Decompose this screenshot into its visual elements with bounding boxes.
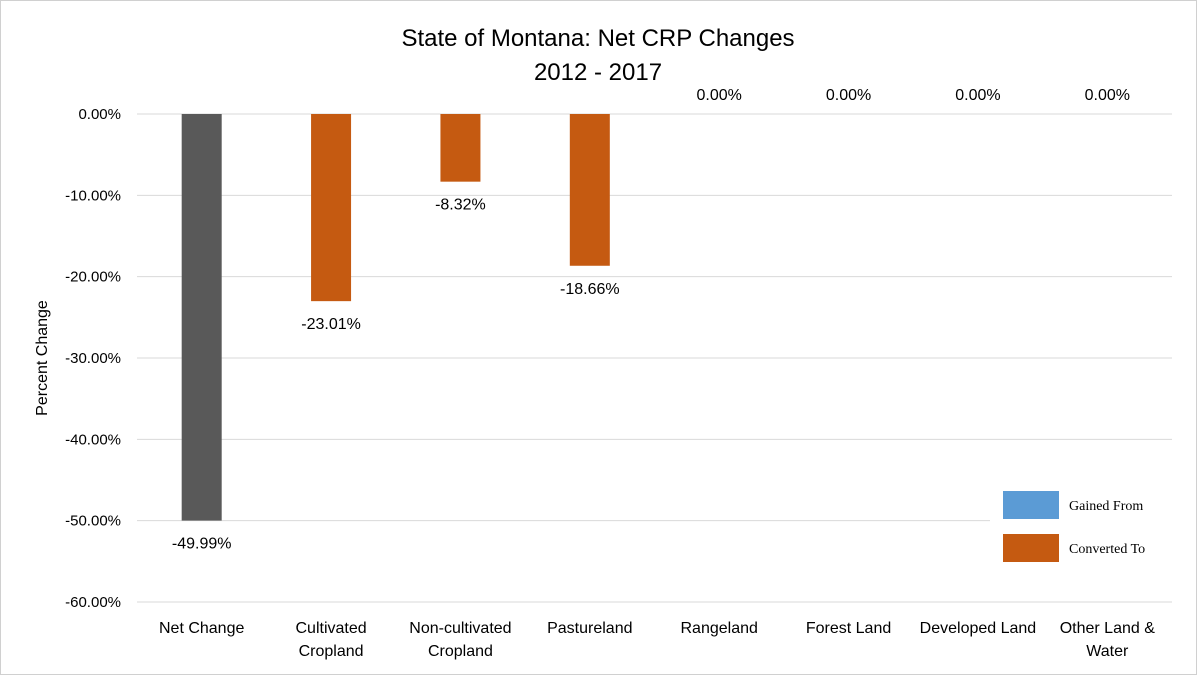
x-category-label: Other Land & — [1060, 620, 1156, 637]
legend-swatch — [1003, 491, 1059, 519]
y-tick-label: -50.00% — [65, 513, 121, 530]
data-label: -18.66% — [560, 281, 620, 298]
data-label: -49.99% — [172, 536, 232, 553]
y-tick-label: -40.00% — [65, 431, 121, 448]
y-tick-label: -20.00% — [65, 269, 121, 286]
x-category-label: Developed Land — [920, 620, 1037, 637]
x-axis-category-labels: Net Change Cultivated Cropland Non-cultivat… — [159, 620, 1155, 660]
y-axis-label: Percent Change — [34, 300, 51, 416]
x-category-label: Water — [1086, 643, 1129, 660]
x-category-label: Forest Land — [806, 620, 891, 637]
bar — [311, 114, 352, 302]
data-label: -23.01% — [301, 316, 361, 333]
data-label: 0.00% — [697, 87, 742, 104]
data-label: -8.32% — [435, 197, 486, 214]
bars — [181, 114, 610, 521]
x-category-label: Cropland — [428, 643, 493, 660]
legend-label: Gained From — [1069, 499, 1143, 514]
data-labels: -49.99% -23.01% -8.32% -18.66% 0.00% 0.00% 0.0… — [172, 87, 1130, 553]
x-category-label: Net Change — [159, 620, 244, 637]
chart-title-line-1: State of Montana: Net CRP Changes — [401, 25, 794, 52]
chart-title: State of Montana: Net CRP Changes 2012 -… — [401, 25, 794, 86]
x-category-label: Rangeland — [680, 620, 757, 637]
data-label: 0.00% — [955, 87, 1000, 104]
y-tick-label: -10.00% — [65, 187, 121, 204]
x-category-label: Pastureland — [547, 620, 632, 637]
x-category-label: Cultivated — [295, 620, 366, 637]
legend-label: Converted To — [1069, 542, 1145, 557]
bar — [181, 114, 222, 521]
y-tick-label: -60.00% — [65, 594, 121, 611]
data-label: 0.00% — [826, 87, 871, 104]
x-category-label: Cropland — [299, 643, 364, 660]
y-tick-label: -30.00% — [65, 350, 121, 367]
legend: Gained From Converted To — [990, 485, 1172, 575]
data-label: 0.00% — [1085, 87, 1130, 104]
bar — [440, 114, 481, 182]
chart-title-line-2: 2012 - 2017 — [534, 59, 662, 86]
legend-swatch — [1003, 534, 1059, 562]
bar — [569, 114, 610, 266]
x-category-label: Non-cultivated — [409, 620, 511, 637]
y-tick-label: 0.00% — [78, 106, 121, 123]
y-axis-tick-labels: 0.00% -10.00% -20.00% -30.00% -40.00% -50.00%… — [65, 106, 121, 611]
